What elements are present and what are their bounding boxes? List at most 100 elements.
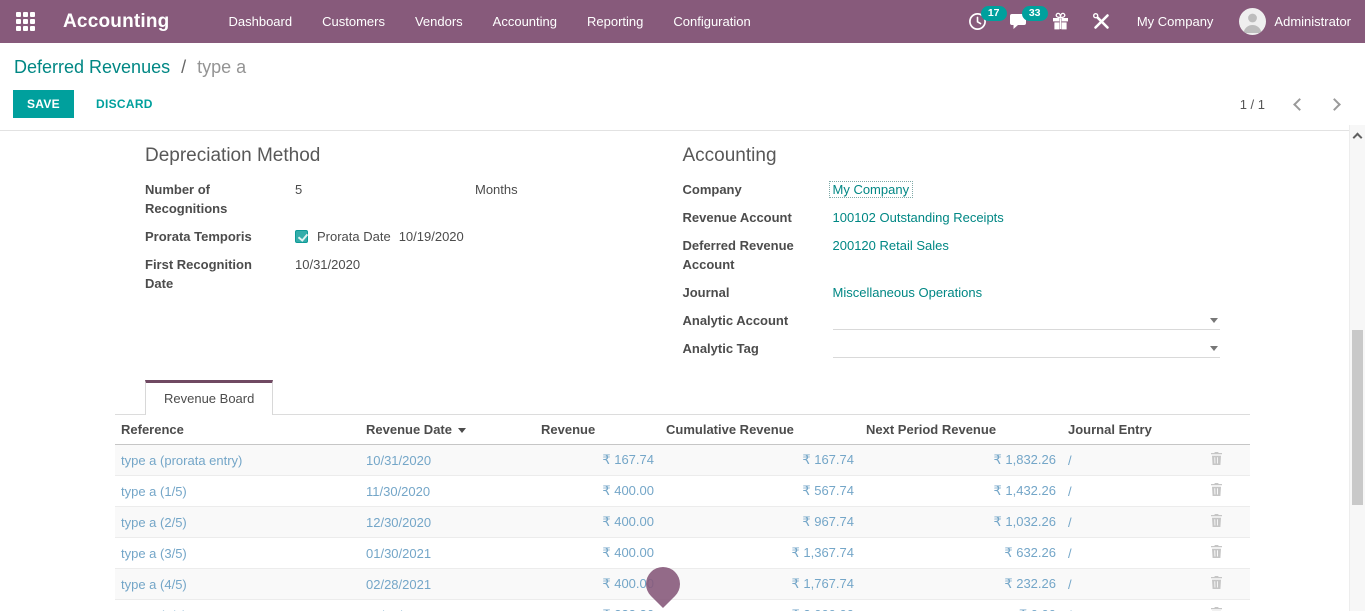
cell-next-period-revenue[interactable]: ₹ 232.26 [1004,576,1056,591]
cell-delete[interactable] [1182,538,1250,569]
referral-button[interactable] [1051,12,1070,31]
cell-journal-entry[interactable]: / [1068,514,1072,530]
cell-next-period-revenue[interactable]: ₹ 1,832.26 [993,452,1057,467]
user-menu[interactable]: Administrator [1274,14,1351,29]
cell-cumulative-revenue[interactable]: ₹ 2,000.00 [660,600,860,611]
breadcrumb-parent-link[interactable]: Deferred Revenues [14,57,171,77]
cell-reference[interactable]: type a (4/5) [121,576,187,592]
table-row[interactable]: type a (1/5) 11/30/2020 ₹ 400.00 ₹ 567.7… [115,475,1250,507]
field-label: Deferred Revenue Account [682,238,794,272]
cell-revenue-date[interactable]: 10/31/2020 [366,452,432,468]
trash-icon[interactable] [1210,576,1222,589]
tab-revenue-board[interactable]: Revenue Board [145,380,274,415]
cell-reference[interactable]: type a (5/5) [115,600,360,611]
cell-revenue[interactable]: ₹ 400.00 [602,514,654,529]
column-header-revenue-date[interactable]: Revenue Date [360,415,535,445]
activities-button[interactable]: 17 [968,6,1007,31]
company-value-link[interactable]: My Company [828,181,914,198]
trash-icon[interactable] [1210,545,1222,558]
prorata-date-value[interactable]: 10/19/2020 [398,229,464,244]
nav-item-vendors[interactable]: Vendors [414,14,463,29]
cell-cumulative-revenue[interactable]: ₹ 167.74 [802,452,854,467]
cell-cumulative-revenue[interactable]: ₹ 1,767.74 [791,576,855,591]
cell-revenue-date[interactable]: 02/28/2021 [366,576,432,592]
column-header-reference[interactable]: Reference [115,415,360,445]
cell-cumulative-revenue[interactable]: ₹ 967.74 [802,514,854,529]
prorata-checkbox[interactable] [295,230,308,243]
revenue-account-link[interactable]: 100102 Outstanding Receipts [832,210,1004,225]
scroll-up-icon[interactable] [1352,132,1363,143]
trash-icon[interactable] [1210,452,1222,465]
column-header-cumulative-revenue[interactable]: Cumulative Revenue [660,415,860,445]
cell-journal-entry[interactable]: / [1068,545,1072,561]
discard-button[interactable]: DISCARD [82,90,167,118]
cell-next-period-revenue[interactable]: ₹ 1,032.26 [993,514,1057,529]
cell-delete[interactable] [1182,445,1250,476]
cell-delete[interactable] [1182,600,1250,611]
tools-button[interactable] [1092,12,1111,31]
field-number-of-recognitions: Number of Recognitions 5 Months [145,180,683,218]
user-avatar[interactable] [1239,8,1267,35]
table-row[interactable]: type a (3/5) 01/30/2021 ₹ 400.00 ₹ 1,367… [115,537,1250,569]
column-header-next-period-revenue[interactable]: Next Period Revenue [860,415,1062,445]
cell-next-period-revenue[interactable]: ₹ 0.00 [860,600,1062,611]
apps-grid-icon[interactable] [16,12,35,31]
analytic-account-input[interactable] [832,311,1220,330]
company-switcher[interactable]: My Company [1136,14,1214,29]
pager-previous-icon[interactable] [1293,97,1306,111]
cell-reference[interactable]: type a (3/5) [121,545,187,561]
cell-reference[interactable]: type a (2/5) [121,514,187,530]
trash-icon[interactable] [1210,514,1222,527]
table-row[interactable]: type a (4/5) 02/28/2021 ₹ 400.00 ₹ 1,767… [115,568,1250,600]
app-title[interactable]: Accounting [63,10,170,32]
cell-next-period-revenue[interactable]: ₹ 632.26 [1004,545,1056,560]
cell-revenue-date[interactable]: 12/30/2020 [366,514,432,530]
message-count-badge: 33 [1021,6,1048,21]
cell-revenue[interactable]: ₹ 400.00 [602,483,654,498]
nav-item-dashboard[interactable]: Dashboard [228,14,293,29]
trash-icon[interactable] [1210,483,1222,496]
column-header-revenue[interactable]: Revenue [535,415,660,445]
cell-reference[interactable]: type a (1/5) [121,483,187,499]
cell-revenue[interactable]: ₹ 232.26 [535,600,660,611]
table-row[interactable]: type a (5/5) 03/28/2021 ₹ 232.26 ₹ 2,000… [115,599,1250,611]
vertical-scrollbar[interactable] [1349,125,1365,611]
table-row[interactable]: type a (prorata entry) 10/31/2020 ₹ 167.… [115,444,1250,476]
save-button[interactable]: SAVE [13,90,74,118]
analytic-tag-input[interactable] [832,339,1220,358]
cell-revenue-date[interactable]: 01/30/2021 [366,545,432,561]
recognitions-value[interactable]: 5 [295,182,303,197]
nav-item-customers[interactable]: Customers [322,14,385,29]
cell-delete[interactable] [1182,476,1250,507]
pager-next-icon[interactable] [1328,97,1341,111]
cell-revenue-date[interactable]: 03/28/2021 [360,600,535,611]
cell-next-period-revenue[interactable]: ₹ 1,432.26 [993,483,1057,498]
group-accounting: Accounting Company My Company Revenue Ac… [682,145,1220,367]
deferred-account-link[interactable]: 200120 Retail Sales [832,238,949,253]
cell-cumulative-revenue[interactable]: ₹ 567.74 [802,483,854,498]
nav-item-reporting[interactable]: Reporting [587,14,644,29]
column-header-journal-entry[interactable]: Journal Entry [1062,415,1182,445]
cell-journal-entry[interactable]: / [1068,452,1072,468]
cell-revenue-date[interactable]: 11/30/2020 [366,483,431,499]
cell-delete[interactable] [1182,507,1250,538]
cell-cumulative-revenue[interactable]: ₹ 1,367.74 [791,545,855,560]
cell-journal-entry[interactable]: / [1068,483,1072,499]
trash-icon[interactable] [1210,607,1222,611]
breadcrumb: Deferred Revenues / type a [0,43,1365,82]
cell-journal-entry[interactable]: / [1062,600,1182,611]
messages-button[interactable]: 33 [1009,6,1048,31]
cell-revenue[interactable]: ₹ 400.00 [602,576,654,591]
cell-revenue[interactable]: ₹ 167.74 [602,452,654,467]
scrollbar-thumb[interactable] [1352,330,1363,505]
nav-item-configuration[interactable]: Configuration [673,14,751,29]
nav-item-accounting[interactable]: Accounting [492,14,557,29]
journal-link[interactable]: Miscellaneous Operations [832,285,983,300]
table-row[interactable]: type a (2/5) 12/30/2020 ₹ 400.00 ₹ 967.7… [115,506,1250,538]
cell-delete[interactable] [1182,569,1250,600]
first-recognition-date-value[interactable]: 10/31/2020 [295,257,361,272]
cell-journal-entry[interactable]: / [1068,576,1072,592]
breadcrumb-separator: / [181,57,187,77]
cell-reference[interactable]: type a (prorata entry) [121,452,243,468]
cell-revenue[interactable]: ₹ 400.00 [602,545,654,560]
